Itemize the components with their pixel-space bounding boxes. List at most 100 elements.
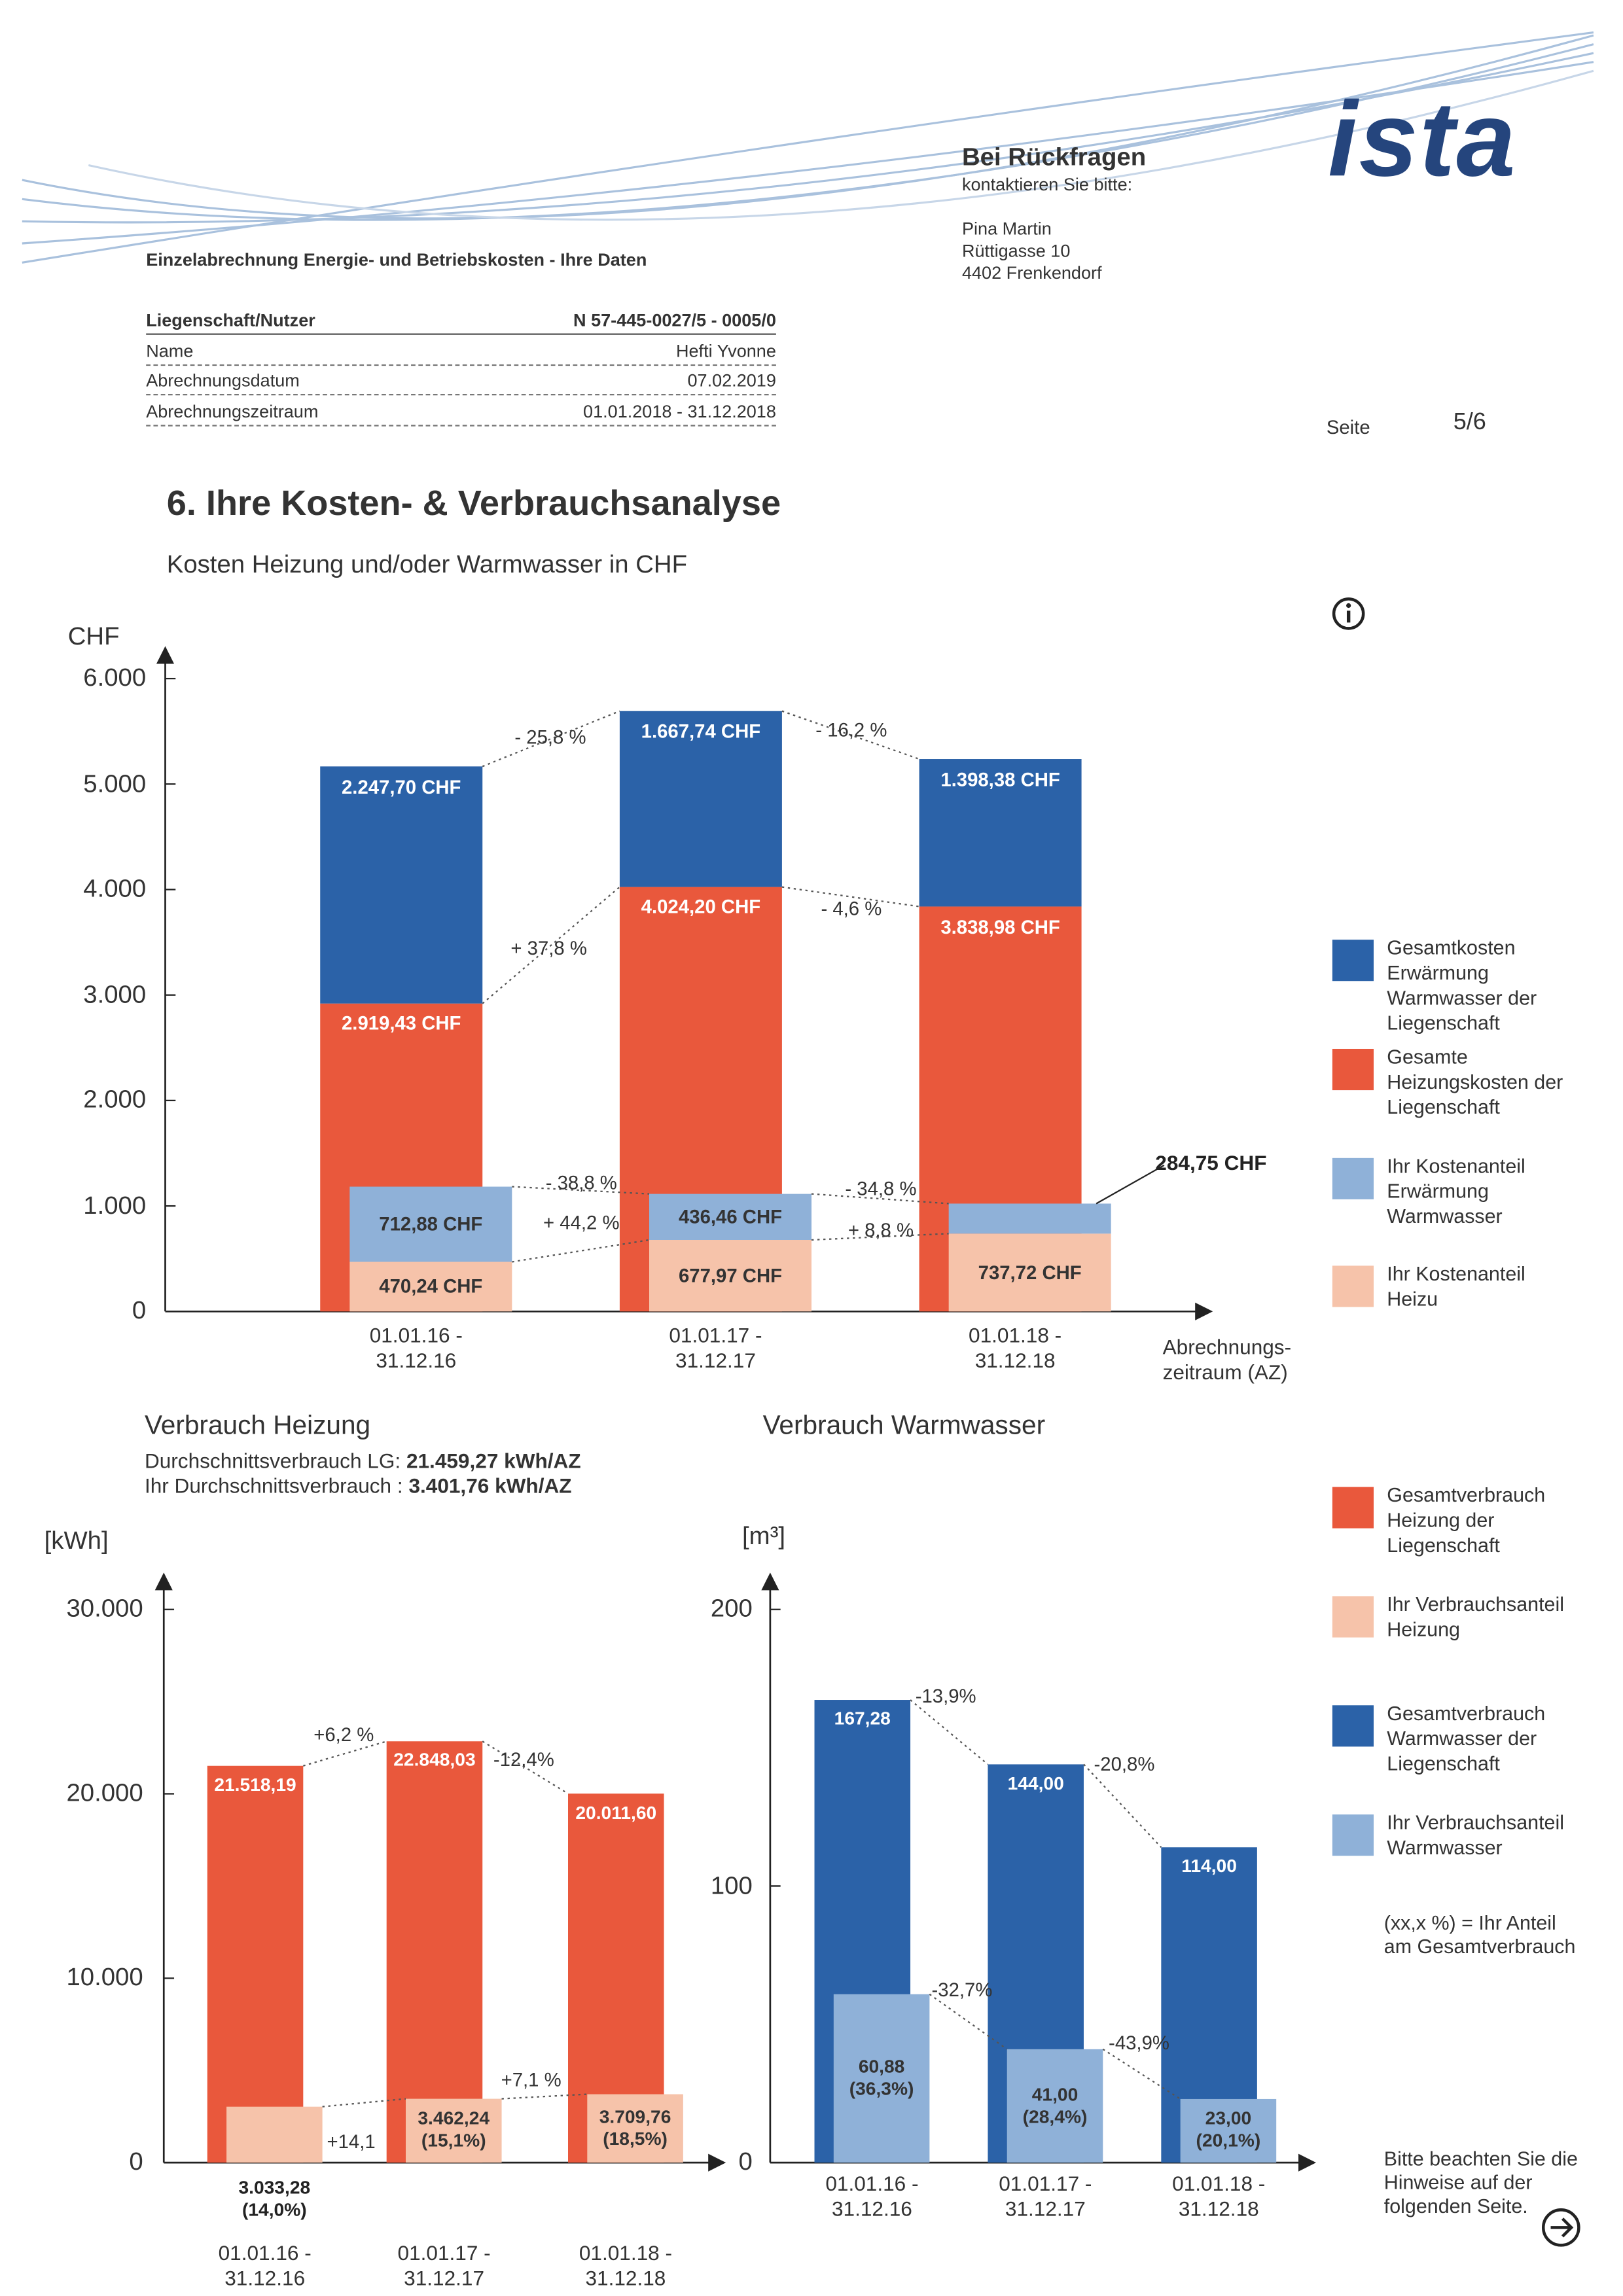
page-label: Seite	[1326, 415, 1370, 438]
x-axis-arrow	[1298, 2153, 1317, 2172]
change-annotation: + 8,8 %	[847, 1218, 914, 1241]
legend-swatch	[1332, 1596, 1374, 1638]
trend-connector	[501, 2093, 588, 2100]
arrow-circle	[1541, 2208, 1580, 2247]
swoosh-line	[22, 43, 1594, 221]
contact-line: Pina Martin	[961, 218, 1052, 239]
share-bar	[1007, 2049, 1103, 2163]
value-label: 4.024,20 CHF	[641, 896, 761, 918]
share-bar	[948, 1233, 1111, 1312]
y-axis-label: CHF	[67, 622, 120, 650]
x-tick-label: 01.01.16 - 31.12.16	[369, 1323, 463, 1372]
trend-connector	[1083, 1763, 1162, 1848]
y-tick-label: 30.000	[66, 1594, 143, 1623]
table-value: 07.02.2019	[687, 370, 776, 391]
value-label: 3.033,28 (14,0%)	[238, 2177, 311, 2221]
trend-connector	[781, 710, 919, 760]
table-row: Liegenschaft/Nutzer N 57-445-0027/5 - 000…	[146, 306, 776, 335]
share-bar	[349, 1262, 512, 1312]
value-label: 712,88 CHF	[379, 1212, 483, 1235]
legend-label: Ihr Verbrauchsanteil Heizung	[1387, 1593, 1564, 1640]
table-row: Name Hefti Yvonne	[146, 336, 776, 365]
share-bar	[833, 1994, 930, 2163]
document-subtitle: Einzelabrechnung Energie- und Betriebsko…	[146, 249, 647, 270]
change-annotation: +6,2 %	[313, 1723, 374, 1746]
table-value: N 57-445-0027/5 - 0005/0	[573, 309, 776, 331]
legend-label: Ihr Kostenanteil Erwärmung Warmwasser	[1387, 1155, 1525, 1227]
share-bar	[948, 1203, 1111, 1234]
change-annotation: + 44,2 %	[543, 1211, 620, 1234]
share-bar	[1180, 2098, 1277, 2163]
x-tick-label: 01.01.16 - 31.12.16	[825, 2171, 919, 2220]
arrow-glyph	[1550, 2217, 1574, 2238]
legend-label: Gesamtverbrauch Warmwasser der Liegensch…	[1387, 1702, 1546, 1775]
share-bar	[226, 2106, 323, 2163]
leader-line	[1096, 1164, 1165, 1205]
legend-label: Gesamtkosten Erwärmung Warmwasser der Li…	[1387, 936, 1537, 1034]
value-label: 23,00 (20,1%)	[1196, 2108, 1261, 2152]
trend-connector	[482, 886, 620, 1004]
change-annotation: - 34,8 %	[845, 1177, 917, 1200]
logo: ista	[1328, 80, 1517, 200]
value-label: 3.709,76 (18,5%)	[599, 2106, 671, 2149]
y-tick-label: 5.000	[83, 769, 147, 798]
x-tick-label: 01.01.16 - 31.12.16	[218, 2240, 312, 2289]
value-label: 284,75 CHF	[1155, 1150, 1267, 1174]
chart-title: Verbrauch Warmwasser	[762, 1410, 1046, 1440]
table-value: 01.01.2018 - 31.12.2018	[583, 400, 776, 421]
y-tick-label: 1.000	[83, 1191, 147, 1219]
section-title: 6. Ihre Kosten- & Verbrauchsanalyse	[166, 484, 781, 524]
y-tick-label: 4.000	[83, 874, 147, 903]
page-number: 5/6	[1453, 410, 1486, 436]
y-tick-label: 20.000	[66, 1778, 143, 1807]
chart-subtitle: Ihr Durchschnittsverbrauch : 3.401,76 kW…	[145, 1474, 572, 1498]
total-bar	[619, 711, 782, 887]
trend-connector	[1102, 2048, 1181, 2100]
total-bar	[320, 766, 483, 1004]
footer-note: Bitte beachten Sie die Hinweise auf der …	[1383, 2147, 1578, 2218]
y-tick-label: 100	[710, 1871, 753, 1899]
value-label: 60,88 (36,3%)	[849, 2056, 914, 2100]
swoosh-line	[22, 31, 1594, 264]
change-annotation: +14,1	[327, 2130, 376, 2153]
share-bar	[649, 1193, 812, 1241]
y-tick-label: 0	[738, 2147, 753, 2176]
swoosh-line	[22, 34, 1594, 220]
y-tick-label: 0	[132, 1296, 147, 1325]
y-tick-label: 10.000	[66, 1963, 143, 1992]
change-annotation: - 38,8 %	[545, 1171, 617, 1194]
table-key: Abrechnungszeitraum	[146, 400, 319, 421]
value-label: 1.398,38 CHF	[940, 768, 1060, 790]
trend-connector	[322, 2098, 406, 2108]
table-row: Abrechnungsdatum 07.02.2019	[146, 366, 776, 396]
change-annotation: - 4,6 %	[821, 897, 882, 920]
y-axis-arrow	[156, 646, 175, 664]
header-swoosh	[22, 31, 1594, 264]
table-row: Abrechnungszeitraum 01.01.2018 - 31.12.20…	[146, 396, 776, 426]
legend-label: Gesamte Heizungskosten der Liegenschaft	[1387, 1046, 1563, 1118]
x-tick-label: 01.01.17 - 31.12.17	[669, 1323, 762, 1372]
x-axis-arrow	[1195, 1302, 1213, 1320]
x-axis-label: Abrechnungs-zeitraum (AZ)	[1162, 1335, 1292, 1384]
chart-title: Kosten Heizung und/oder Warmwasser in CH…	[166, 550, 688, 578]
value-label: 20.011,60	[575, 1802, 657, 1824]
x-tick-label: 01.01.18 - 31.12.18	[969, 1323, 1062, 1372]
y-axis-label: [kWh]	[44, 1527, 109, 1555]
legend-label: Ihr Kostenanteil Heizu	[1387, 1262, 1525, 1310]
legend-label: Ihr Verbrauchsanteil Warmwasser	[1387, 1811, 1564, 1859]
next-page-icon	[1541, 2208, 1580, 2247]
value-label: 3.838,98 CHF	[940, 915, 1060, 938]
swoosh-line	[22, 52, 1594, 224]
legend-note: (xx,x %) = Ihr Anteil am Gesamtverbrauch	[1383, 1911, 1576, 1958]
table-key: Liegenschaft/Nutzer	[146, 309, 315, 331]
value-label: 144,00	[1007, 1773, 1064, 1794]
trend-connector	[302, 1740, 387, 1767]
value-label: 2.919,43 CHF	[341, 1012, 461, 1034]
change-annotation: +7,1 %	[501, 2068, 562, 2091]
legend-swatch	[1332, 1048, 1374, 1091]
value-label: 677,97 CHF	[678, 1264, 783, 1286]
legend-label: Gesamtverbrauch Heizung der Liegenschaft	[1387, 1484, 1546, 1556]
swoosh-line	[88, 69, 1594, 221]
change-annotation: -13,9%	[915, 1685, 976, 1707]
total-bar	[919, 759, 1082, 907]
